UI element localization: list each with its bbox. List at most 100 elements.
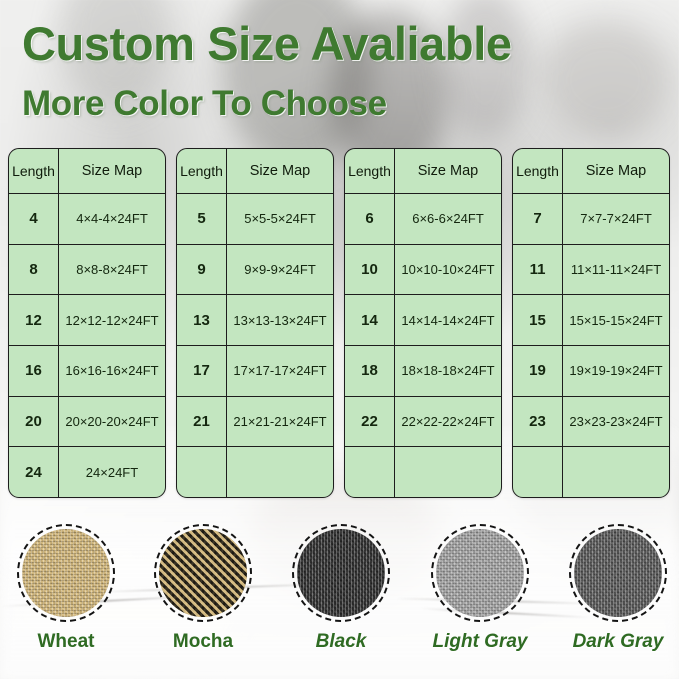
table-row: 20 20×20-20×24FT [9, 396, 165, 448]
column-header-length: Length [345, 149, 395, 193]
size-table-1: Length Size Map 4 4×4-4×24FT 8 8×8-8×24FT 12 12… [8, 148, 166, 498]
color-swatch-wheat[interactable]: Wheat [6, 524, 126, 653]
cell-size-map: 6×6-6×24FT [412, 211, 484, 227]
cell-size-map: 20×20-20×24FT [65, 414, 159, 430]
cell-length: 6 [345, 194, 395, 244]
background-blur-shape [222, 0, 372, 170]
table-row: 12 12×12-12×24FT [9, 295, 165, 347]
cell-length: 8 [9, 244, 59, 295]
cell-length: 24 [9, 447, 59, 497]
headline-secondary: More Color To Choose [22, 84, 387, 123]
cell-length: 23 [513, 396, 563, 447]
background-blur-shape [540, 20, 670, 140]
cell-length: 11 [513, 244, 563, 295]
color-swatch-label: Wheat [37, 631, 95, 652]
table-row: 21 21×21-21×24FT [177, 396, 333, 448]
column-header-size-map: Size Map [585, 163, 647, 179]
size-table-3: Length Size Map 6 6×6-6×24FT 10 10×10-10×24FT… [344, 148, 502, 498]
cell-length: 19 [513, 346, 563, 396]
table-row: 17 17×17-17×24FT [177, 346, 333, 397]
cell-length: 12 [9, 295, 59, 346]
cell-size-map: 11×11-11×24FT [570, 262, 662, 277]
table-row: 15 15×15-15×24FT [513, 295, 669, 347]
cell-length: 7 [513, 194, 563, 244]
fabric-swatch-circle-icon[interactable] [292, 524, 390, 622]
color-swatch-dark-gray[interactable]: Dark Gray [558, 524, 678, 653]
table-row [177, 447, 333, 497]
cell-size-map: 10×10-10×24FT [401, 262, 495, 277]
table-row: 5 5×5-5×24FT [177, 194, 333, 245]
fabric-texture-fill [297, 529, 385, 617]
table-header-row: Length Size Map [177, 149, 333, 194]
table-row: 16 16×16-16×24FT [9, 346, 165, 397]
table-row: 4 4×4-4×24FT [9, 194, 165, 245]
table-row [345, 447, 501, 497]
table-header-row: Length Size Map [9, 149, 165, 194]
color-swatch-black[interactable]: Black [281, 524, 401, 653]
cell-length: 20 [9, 396, 59, 447]
cell-length: 5 [177, 194, 227, 244]
column-header-size-map: Size Map [417, 163, 479, 179]
color-swatch-light-gray[interactable]: Light Gray [420, 524, 540, 653]
table-row: 10 10×10-10×24FT [345, 244, 501, 296]
table-row: 6 6×6-6×24FT [345, 194, 501, 245]
column-header-length: Length [513, 149, 563, 193]
fabric-texture-fill [574, 529, 662, 617]
cell-size-map: 17×17-17×24FT [233, 363, 327, 379]
cell-length: 10 [345, 244, 395, 295]
cell-size-map: 14×14-14×24FT [401, 312, 495, 328]
cell-size-map: 15×15-15×24FT [569, 312, 663, 328]
fabric-swatch-circle-icon[interactable] [154, 524, 252, 622]
cell-length: 21 [177, 396, 227, 447]
cell-size-map: 13×13-13×24FT [233, 312, 327, 328]
fabric-swatch-circle-icon[interactable] [431, 524, 529, 622]
cell-size-map: 23×23-23×24FT [569, 414, 663, 430]
table-row: 18 18×18-18×24FT [345, 346, 501, 397]
table-row: 7 7×7-7×24FT [513, 194, 669, 245]
cell-size-map: 24×24FT [85, 464, 139, 480]
fabric-swatch-circle-icon[interactable] [569, 524, 667, 622]
size-table-4: Length Size Map 7 7×7-7×24FT 11 11×11-11×24FT… [512, 148, 670, 498]
background-blur-shape [440, 0, 530, 140]
table-row [513, 447, 669, 497]
cell-size-map: 16×16-16×24FT [65, 363, 159, 379]
cell-length: 13 [177, 295, 227, 346]
cell-size-map: 5×5-5×24FT [244, 211, 316, 227]
color-swatch-mocha[interactable]: Mocha [143, 524, 263, 653]
cell-length: 16 [9, 346, 59, 396]
cell-size-map: 19×19-19×24FT [569, 363, 663, 379]
table-row: 19 19×19-19×24FT [513, 346, 669, 397]
cell-length: 18 [345, 346, 395, 396]
color-swatch-label: Dark Gray [572, 631, 664, 652]
cell-size-map: 9×9-9×24FT [244, 262, 316, 277]
cell-length: 17 [177, 346, 227, 396]
column-header-length: Length [9, 149, 59, 193]
fabric-texture-fill [159, 529, 247, 617]
cell-length [513, 447, 563, 497]
cell-length: 14 [345, 295, 395, 346]
cell-size-map: 18×18-18×24FT [401, 363, 495, 379]
table-row: 8 8×8-8×24FT [9, 244, 165, 296]
cell-length: 15 [513, 295, 563, 346]
cell-size-map: 22×22-22×24FT [401, 414, 495, 430]
table-row: 14 14×14-14×24FT [345, 295, 501, 347]
color-swatch-label: Mocha [172, 631, 234, 652]
table-row: 13 13×13-13×24FT [177, 295, 333, 347]
size-table-2: Length Size Map 5 5×5-5×24FT 9 9×9-9×24FT 13 13… [176, 148, 334, 498]
column-header-length: Length [177, 149, 227, 193]
cell-size-map: 21×21-21×24FT [233, 414, 327, 430]
fabric-swatch-circle-icon[interactable] [17, 524, 115, 622]
table-header-row: Length Size Map [513, 149, 669, 194]
column-header-size-map: Size Map [81, 163, 143, 179]
cell-length [177, 447, 227, 497]
cell-size-map: 8×8-8×24FT [76, 262, 148, 277]
table-row: 24 24×24FT [9, 447, 165, 497]
table-header-row: Length Size Map [345, 149, 501, 194]
column-header-size-map: Size Map [249, 163, 311, 179]
color-swatch-label: Light Gray [432, 631, 528, 652]
cell-length [345, 447, 395, 497]
cell-length: 4 [9, 194, 59, 244]
cell-size-map: 12×12-12×24FT [65, 312, 159, 328]
